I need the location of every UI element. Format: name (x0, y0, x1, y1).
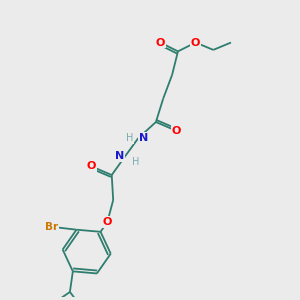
Text: O: O (191, 38, 200, 47)
Text: H: H (133, 157, 140, 167)
Text: O: O (156, 38, 165, 47)
Text: Br: Br (45, 222, 58, 232)
Text: O: O (86, 161, 96, 171)
Text: N: N (115, 152, 124, 161)
Text: N: N (139, 133, 148, 143)
Text: O: O (172, 126, 181, 136)
Text: O: O (103, 217, 112, 227)
Text: H: H (126, 133, 134, 143)
